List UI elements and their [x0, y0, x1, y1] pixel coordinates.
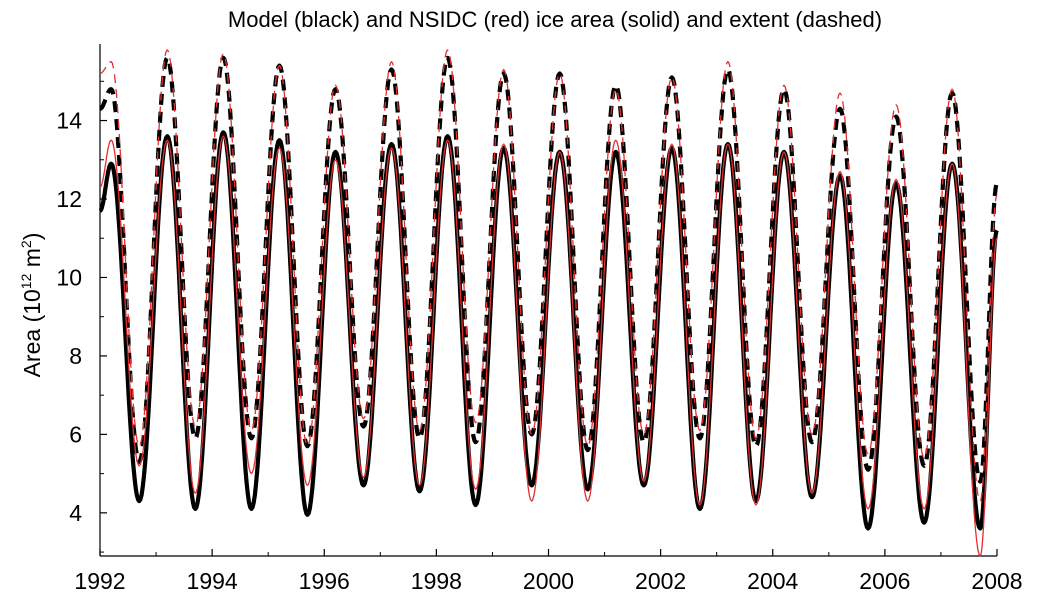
x-tick-label: 2006 [859, 568, 910, 594]
y-axis-label: Area (1012 m2) [18, 233, 45, 378]
x-tick-label: 2004 [747, 568, 798, 594]
series-lines [98, 49, 999, 557]
y-tick-label: 6 [69, 421, 82, 447]
y-tick-label: 14 [56, 108, 82, 134]
y-tick-label: 8 [69, 343, 82, 369]
y-tick-label: 10 [56, 264, 82, 290]
y-tick-label: 12 [56, 186, 82, 212]
series-model-extent-line [98, 55, 999, 484]
y-tick-label: 4 [69, 500, 82, 526]
chart-title: Model (black) and NSIDC (red) ice area (… [228, 7, 882, 32]
x-tick-label: 1996 [299, 568, 350, 594]
x-tick-label: 1994 [187, 568, 238, 594]
x-tick-label: 2000 [523, 568, 574, 594]
x-tick-label: 2008 [971, 568, 1022, 594]
x-tick-label: 2002 [635, 568, 686, 594]
series-nsidc-extent-line [99, 49, 998, 502]
series-model-area-line [98, 130, 999, 531]
axes: 1992 1994 1996 1998 2000 2002 2004 2006 2008 4 6 8 1… [56, 44, 1023, 594]
series-nsidc-area-line [99, 135, 998, 557]
x-tick-label: 1998 [411, 568, 462, 594]
x-tick-label: 1992 [74, 568, 125, 594]
